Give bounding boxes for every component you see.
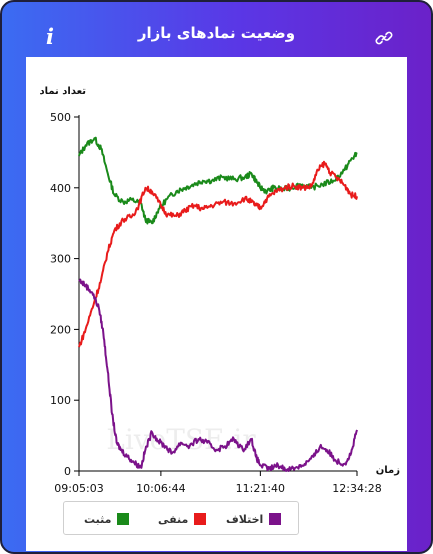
chart-legend: مثبت منفی اختلاف xyxy=(63,501,299,535)
x-tick-label: 11:21:40 xyxy=(236,482,285,495)
legend-swatch-ekhtelaf xyxy=(269,513,282,525)
info-icon[interactable]: i xyxy=(46,24,54,49)
y-tick-label: 0 xyxy=(64,465,71,478)
series-line-manfi xyxy=(78,160,358,348)
legend-swatch-mosbat xyxy=(117,513,130,525)
x-axis-label: زمان xyxy=(376,465,400,476)
legend-label-mosbat: مثبت xyxy=(84,512,112,526)
legend-label-manfi: منفی xyxy=(158,512,189,526)
link-icon[interactable] xyxy=(374,28,394,48)
legend-item-mosbat[interactable]: مثبت xyxy=(84,512,130,526)
series-line-mosbat xyxy=(78,136,358,225)
y-tick-label: 100 xyxy=(50,394,71,407)
y-tick-label: 400 xyxy=(50,182,71,195)
series-line-ekhtelaf xyxy=(78,278,358,472)
legend-item-manfi[interactable]: منفی xyxy=(158,512,207,526)
legend-label-ekhtelaf: اختلاف xyxy=(226,512,264,526)
y-tick-label: 300 xyxy=(50,253,71,266)
x-tick-label: 12:34:28 xyxy=(332,482,381,495)
card-title: وضعیت نمادهای بازار xyxy=(137,24,296,42)
legend-item-ekhtelaf[interactable]: اختلاف xyxy=(226,512,282,526)
y-tick-label: 500 xyxy=(50,111,71,124)
y-tick-label: 200 xyxy=(50,323,71,336)
card-header: i وضعیت نمادهای بازار xyxy=(2,2,431,54)
chart-panel: LiveTSE.ir 0 100 200 300 400 500 09:05:03 10:06… xyxy=(26,57,407,551)
x-tick-label: 10:06:44 xyxy=(136,482,185,495)
legend-swatch-manfi xyxy=(194,513,207,525)
y-axis-label: تعداد نماد xyxy=(39,86,86,97)
x-tick-label: 09:05:03 xyxy=(54,482,103,495)
